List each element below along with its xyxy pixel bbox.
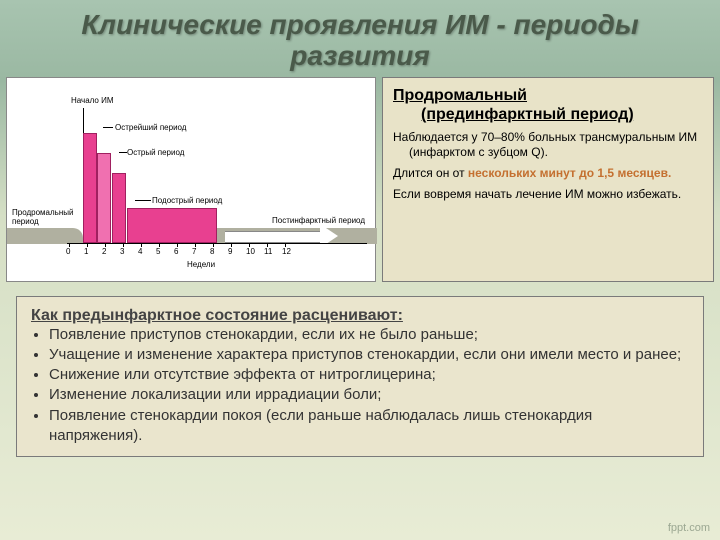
bottom-list: Появление приступов стенокардии, если их…: [31, 325, 689, 447]
right-line-2: Длится он от нескольких минут до 1,5 мес…: [393, 166, 703, 181]
chart-container: 0123456789101112 Начало ИМ Острейший пер…: [6, 77, 376, 282]
right-line-3: Если вовремя начать лечение ИМ можно изб…: [393, 187, 703, 202]
chart-label-top: Начало ИМ: [71, 96, 114, 105]
top-row: 0123456789101112 Начало ИМ Острейший пер…: [0, 77, 720, 282]
bottom-list-item: Снижение или отсутствие эффекта от нитро…: [49, 365, 689, 385]
chart-bar: [127, 208, 217, 243]
chart-label-prodromal: Продромальный период: [12, 208, 72, 226]
chart-xtick-label: 7: [192, 247, 196, 256]
chart-xtick-label: 1: [84, 247, 88, 256]
bottom-title: Как предынфарктное состояние расценивают…: [31, 307, 689, 325]
chart-xtick-label: 2: [102, 247, 106, 256]
chart-label-subacute: Подострый период: [152, 196, 222, 205]
chart-label-acute: Острый период: [127, 148, 184, 157]
bottom-list-item: Изменение локализации или иррадиации бол…: [49, 385, 689, 405]
bottom-list-item: Появление приступов стенокардии, если их…: [49, 325, 689, 345]
chart-xtick-label: 11: [264, 247, 272, 256]
chart-xtick-label: 9: [228, 247, 232, 256]
chart-bar: [112, 173, 126, 243]
right-title-2: (прединфарктный период): [393, 105, 703, 124]
chart-xtick-label: 10: [246, 247, 255, 256]
chart-bar: [83, 133, 97, 243]
bottom-list-item: Появление стенокардии покоя (если раньше…: [49, 406, 689, 447]
right-title-1: Продромальный: [393, 86, 703, 105]
bottom-list-item: Учащение и изменение характера приступов…: [49, 345, 689, 365]
chart-xtick-label: 8: [210, 247, 214, 256]
chart-bar: [97, 153, 111, 243]
chart-xtick-label: 4: [138, 247, 142, 256]
chart-label-peak: Острейший период: [115, 123, 186, 132]
chart-xtick-label: 3: [120, 247, 124, 256]
bottom-panel: Как предынфарктное состояние расценивают…: [16, 296, 704, 458]
chart-xtick-label: 6: [174, 247, 178, 256]
chart-xtick-label: 0: [66, 247, 70, 256]
right-panel: Продромальный (прединфарктный период) На…: [382, 77, 714, 282]
chart-xtick-label: 12: [282, 247, 291, 256]
chart-xtick-label: 5: [156, 247, 160, 256]
watermark: fppt.com: [668, 522, 710, 534]
right-line-1: Наблюдается у 70–80% больных трансмураль…: [393, 130, 703, 160]
chart-xaxis-label: Недели: [187, 260, 215, 269]
chart-label-postinfarct: Постинфарктный период: [272, 216, 365, 225]
slide-title: Клинические проявления ИМ - периоды разв…: [0, 0, 720, 77]
